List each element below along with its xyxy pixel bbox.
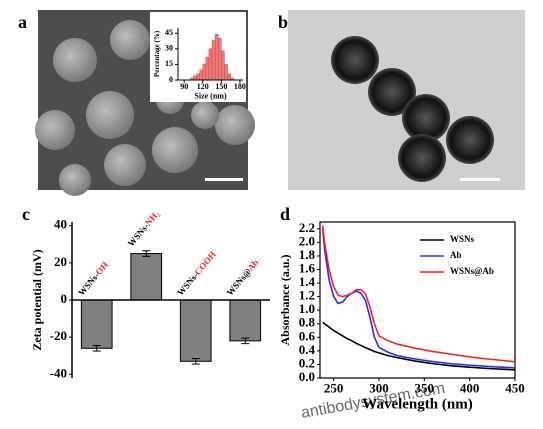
series-line (321, 228, 516, 369)
bar (229, 299, 262, 342)
x-tick-label: 150 (215, 82, 227, 91)
x-tick-label: 300 (369, 381, 389, 396)
bar (179, 299, 212, 362)
category-label: WSNs@Ab (225, 258, 261, 298)
x-tick-label: 180 (234, 82, 246, 91)
y-tick-label: 2.0 (299, 233, 315, 248)
x-tick-label: 250 (324, 381, 344, 396)
y-axis-label: Percentage (%) (153, 30, 161, 77)
category-suffix: COOH (193, 249, 218, 277)
bar (80, 299, 113, 349)
y-tick-label: 0 (169, 75, 173, 84)
hist-bar (205, 56, 210, 81)
y-tick-label: 15 (165, 59, 173, 68)
y-tick-label: 20 (54, 254, 67, 269)
hist-bar (199, 69, 203, 81)
category-suffix: NH₂ (143, 209, 161, 228)
hist-bar (227, 73, 231, 81)
x-axis-label: Wavelength (nm) (362, 397, 472, 413)
y-axis-label: Zeta potential (mV) (30, 249, 44, 350)
y-tick-label: 0.8 (299, 315, 316, 330)
hist-bar (211, 40, 216, 81)
panel-label: b (278, 12, 288, 32)
x-tick-label: 400 (460, 381, 480, 396)
hist-bar (202, 64, 207, 81)
tem-image (288, 10, 525, 190)
legend-label: WSNs@Ab (450, 266, 494, 276)
y-tick-label: 1.2 (299, 288, 315, 303)
y-axis-label: Absorbance (a.u.) (278, 254, 292, 345)
panel-label: d (280, 204, 290, 224)
hist-bar (218, 38, 222, 81)
hist-bar (214, 34, 219, 81)
y-tick-label: -40 (50, 365, 67, 380)
hist-bar (221, 50, 225, 81)
series-line (322, 321, 516, 371)
category-label: WSNs-OH (76, 260, 110, 298)
hist-bar (196, 73, 200, 81)
sem-image (35, 10, 255, 196)
hist-bar (224, 64, 228, 81)
x-tick-label: 450 (505, 381, 525, 396)
panel-label: c (22, 204, 30, 224)
x-tick-label: 90 (180, 82, 188, 91)
plot-frame (319, 221, 516, 379)
y-tick-label: 1.6 (299, 260, 316, 275)
y-tick-label: 0.0 (299, 369, 315, 384)
x-tick-label: 350 (415, 381, 435, 396)
x-axis-label: Size (nm) (194, 92, 227, 101)
y-tick-label: 1.0 (299, 301, 315, 316)
y-tick-label: 30 (165, 44, 173, 53)
hist-bar (208, 48, 213, 81)
y-tick-label: 0.2 (299, 355, 315, 370)
y-tick-label: 0.4 (299, 342, 316, 357)
series-line (321, 225, 516, 363)
y-tick-label: 1.4 (299, 274, 316, 289)
y-tick-label: -20 (50, 328, 67, 343)
y-tick-label: 0.6 (299, 328, 316, 343)
hist-bar (193, 75, 197, 81)
category-label: WSNs-COOH (175, 249, 218, 297)
y-tick-label: 0 (61, 291, 68, 306)
legend-label: Ab (450, 250, 462, 260)
y-tick-label: 45 (165, 28, 173, 37)
y-tick-label: 1.8 (299, 247, 316, 262)
legend-label: WSNs (450, 234, 475, 244)
panel-label: a (18, 12, 27, 32)
bar (130, 253, 163, 301)
category-label: WSNs-NH₂ (126, 209, 162, 249)
x-tick-label: 120 (197, 82, 209, 91)
category-prefix: WSNs@ (225, 266, 253, 297)
y-tick-label: 40 (54, 217, 67, 232)
y-tick-label: 2.2 (299, 220, 315, 235)
